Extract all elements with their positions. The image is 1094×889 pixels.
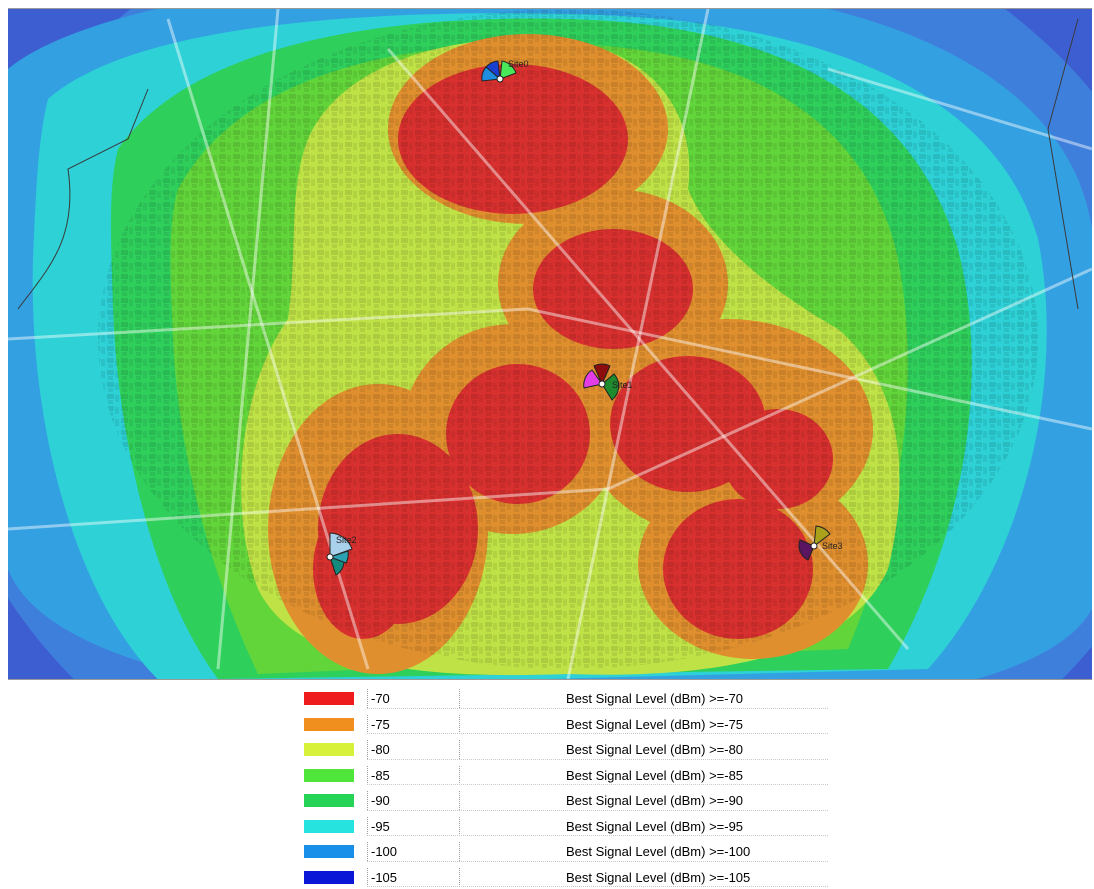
legend-color-swatch — [304, 870, 354, 884]
site-antenna[interactable]: Site3 — [798, 525, 843, 561]
legend-color-swatch — [304, 794, 354, 807]
legend-row: -75 Best Signal Level (dBm) >=-75 — [296, 711, 828, 737]
coverage-map[interactable]: Site0 Site1 Site2 Site3 — [8, 8, 1092, 680]
site-antenna[interactable]: Site1 — [583, 363, 633, 401]
legend-threshold-value: -105 — [367, 867, 460, 887]
legend-color-swatch — [304, 692, 354, 705]
signal-level-legend: -70 Best Signal Level (dBm) >=-70 -75 Best … — [296, 685, 828, 889]
sector-wedge — [583, 369, 603, 389]
sector-wedge — [481, 66, 502, 82]
road-network — [8, 9, 1092, 679]
site-antenna[interactable]: Site0 — [481, 59, 529, 83]
boundary-line — [17, 88, 149, 310]
site-label: Site3 — [822, 541, 843, 551]
coverage-map-canvas: Site0 Site1 Site2 Site3 — [8, 9, 1092, 679]
sector-wedge — [499, 60, 517, 80]
legend-description: Best Signal Level (dBm) >=-90 — [566, 793, 744, 808]
legend-description: Best Signal Level (dBm) >=-80 — [566, 742, 744, 757]
legend-color-swatch — [304, 819, 354, 833]
legend-color-swatch — [304, 717, 354, 731]
legend-description: Best Signal Level (dBm) >=-105 — [566, 869, 751, 885]
site-label: Site1 — [612, 380, 633, 390]
building-blocks-layer — [98, 9, 1038, 669]
legend-threshold-value: -100 — [367, 842, 460, 861]
legend-description: Best Signal Level (dBm) >=-85 — [566, 767, 744, 783]
legend-row: -85 Best Signal Level (dBm) >=-85 — [296, 762, 828, 788]
legend-row: -95 Best Signal Level (dBm) >=-95 — [296, 813, 828, 839]
sector-wedge — [328, 550, 349, 564]
legend-color-swatch — [304, 845, 354, 858]
legend-description: Best Signal Level (dBm) >=-100 — [566, 844, 751, 859]
boundary-line — [1047, 18, 1079, 310]
legend-threshold-value: -95 — [367, 816, 460, 836]
legend-description: Best Signal Level (dBm) >=-75 — [566, 716, 744, 732]
legend-row: -80 Best Signal Level (dBm) >=-80 — [296, 736, 828, 762]
legend-description: Best Signal Level (dBm) >=-70 — [566, 691, 744, 706]
legend-threshold-value: -80 — [367, 740, 460, 759]
legend-row: -70 Best Signal Level (dBm) >=-70 — [296, 685, 828, 711]
sector-wedge — [593, 363, 611, 386]
legend-threshold-value: -75 — [367, 714, 460, 734]
site-label: Site2 — [336, 535, 357, 545]
legend-threshold-value: -70 — [367, 689, 460, 708]
legend-description: Best Signal Level (dBm) >=-95 — [566, 818, 744, 834]
legend-color-swatch — [304, 743, 354, 756]
sector-wedge — [813, 525, 831, 548]
site-label: Site0 — [508, 59, 529, 69]
legend-color-swatch — [304, 768, 354, 782]
legend-row: -100 Best Signal Level (dBm) >=-100 — [296, 838, 828, 864]
legend-threshold-value: -85 — [367, 765, 460, 785]
legend-threshold-value: -90 — [367, 791, 460, 810]
sector-wedge — [601, 373, 620, 401]
site-antenna[interactable]: Site2 — [326, 532, 357, 576]
legend-row: -90 Best Signal Level (dBm) >=-90 — [296, 787, 828, 813]
legend-row: -105 Best Signal Level (dBm) >=-105 — [296, 864, 828, 889]
sector-wedge — [798, 539, 815, 561]
